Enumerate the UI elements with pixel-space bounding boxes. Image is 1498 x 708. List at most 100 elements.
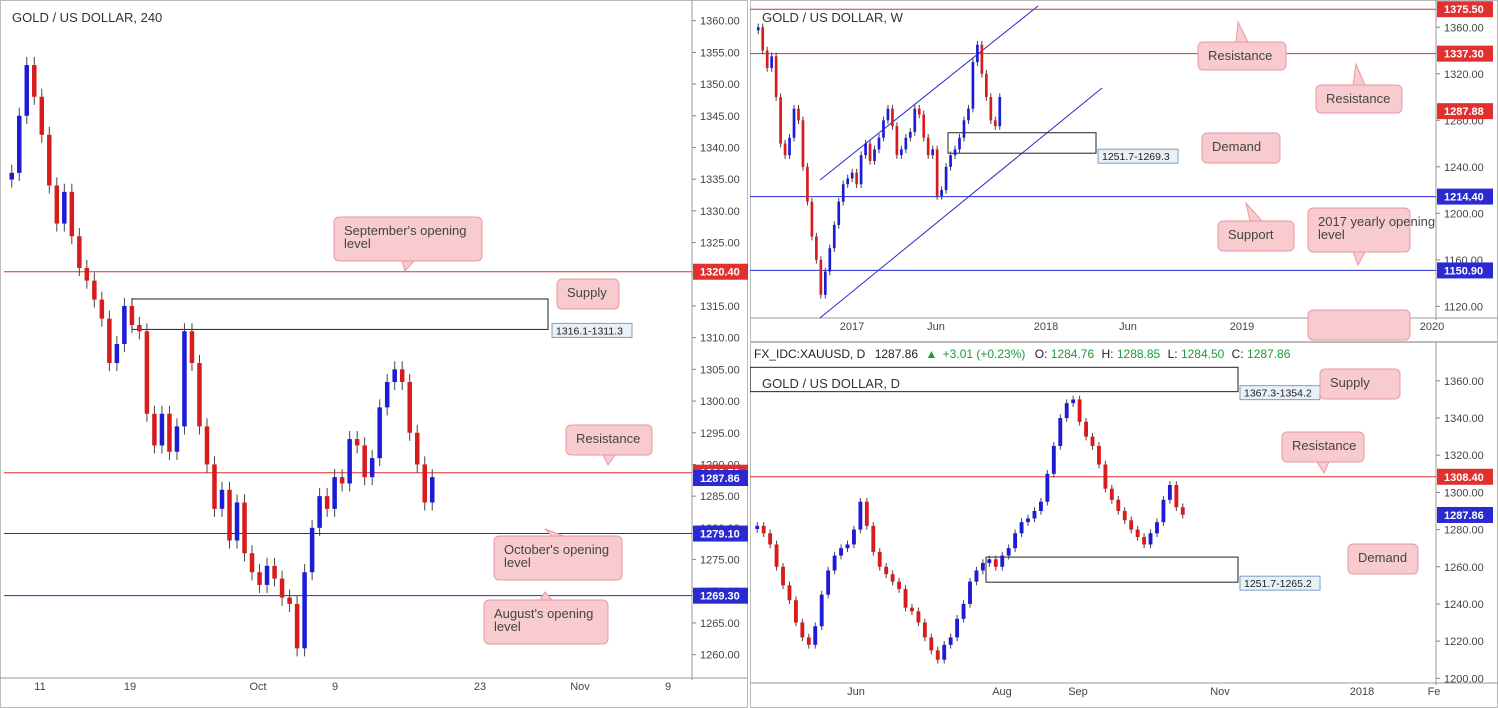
candle-body <box>955 618 960 638</box>
weekly-chart[interactable]: GOLD / US DOLLAR, W 1360.001320.001280.0… <box>750 0 1498 342</box>
candle-body <box>339 477 345 484</box>
callout-pointer <box>544 528 565 537</box>
callout-label: September's opening level <box>344 223 466 251</box>
candle-body <box>137 324 142 332</box>
price-tag-bg <box>1437 188 1493 205</box>
candle-body <box>392 369 397 383</box>
price-tag-bg <box>1437 468 1493 485</box>
candle-body <box>873 149 876 161</box>
zone-label-bg <box>551 322 633 338</box>
callout-box <box>1217 220 1295 252</box>
x-tick-label: 2018 <box>1034 321 1058 333</box>
callout-label: Resistance <box>1208 48 1272 63</box>
candle-body <box>890 574 895 582</box>
price-tag: 1375.50 <box>1444 4 1484 16</box>
candle-body <box>212 464 217 509</box>
chart-title: GOLD / US DOLLAR, 240 <box>12 10 162 25</box>
y-tick-label: 1275.00 <box>700 555 740 567</box>
candle-body <box>129 305 135 325</box>
candle-body <box>968 581 972 604</box>
candle-body <box>971 62 975 109</box>
x-tick-label: 2018 <box>1350 686 1374 698</box>
candle-body <box>859 155 863 185</box>
zone-label-bg <box>1239 575 1321 591</box>
candle-body <box>858 501 863 530</box>
candle-body <box>1109 488 1114 500</box>
chart-title: GOLD / US DOLLAR, D <box>762 376 900 391</box>
callout-box <box>565 424 653 456</box>
candle-body <box>987 559 992 564</box>
x-tick-label: Jun <box>1119 321 1137 333</box>
candle-body <box>832 224 836 249</box>
candle-body <box>1180 507 1185 515</box>
candle-body <box>953 149 957 156</box>
candle-body <box>1013 533 1018 549</box>
candle-body <box>39 96 45 135</box>
candle-body <box>948 637 953 645</box>
candle-body <box>793 600 798 623</box>
h4-chart[interactable]: GOLD / US DOLLAR, 240 1360.00 1355.00 1350… <box>0 0 748 708</box>
candle-body <box>242 502 247 554</box>
callout-label: Demand <box>1212 139 1261 154</box>
candle-body <box>189 331 195 364</box>
x-tick-label: 2019 <box>1230 321 1254 333</box>
candle-body <box>1161 499 1166 523</box>
price-tag-bg <box>693 263 748 280</box>
candle-body <box>774 56 778 98</box>
candle-body <box>801 120 805 167</box>
candle-body <box>868 143 872 161</box>
callout-pointer <box>1235 20 1249 43</box>
candle-body <box>845 544 850 549</box>
candle-body <box>929 637 934 651</box>
candle-body <box>294 603 300 649</box>
panel-border <box>0 0 748 708</box>
candle-body <box>264 565 270 585</box>
candle-body <box>900 149 903 156</box>
symbol-name: FX_IDC:XAUUSD, D <box>754 347 866 361</box>
candle-body <box>24 65 30 116</box>
zone-label: 1251.7-1269.3 <box>1102 151 1170 163</box>
candle-body <box>1174 484 1179 508</box>
y-tick-label: 1340.00 <box>1444 413 1484 425</box>
daily-chart[interactable]: FX_IDC:XAUUSD, D 1287.86 ▲ +3.01 (+0.23%… <box>750 342 1498 708</box>
x-tick-label: 23 <box>474 681 486 693</box>
candle-body <box>891 108 894 127</box>
y-tick-label: 1320.00 <box>1444 450 1484 462</box>
candle-body <box>806 637 811 645</box>
candle-body <box>770 56 773 68</box>
candle-body <box>998 97 1002 127</box>
candle-body <box>429 477 435 503</box>
candle-body <box>976 44 979 63</box>
candle-body <box>1084 421 1088 437</box>
candle-body <box>317 496 322 528</box>
candle-body <box>1155 522 1159 534</box>
candle-body <box>77 236 82 268</box>
candle-body <box>980 44 984 74</box>
price-tag: 1308.40 <box>1444 472 1484 484</box>
y-tick-label: 1240.00 <box>1444 599 1484 611</box>
candle-body <box>114 344 120 364</box>
y-tick-label: 1335.00 <box>700 174 740 186</box>
candle-body <box>810 201 814 237</box>
callout-box <box>483 599 609 645</box>
close-value: 1287.86 <box>1247 347 1291 361</box>
price-tag: 1337.30 <box>1444 49 1484 61</box>
candle-body <box>904 137 908 150</box>
candle-body <box>279 578 285 598</box>
candle-body <box>837 201 841 225</box>
symbol-change: +3.01 (+0.23%) <box>943 347 1026 361</box>
high-value: 1288.85 <box>1117 347 1161 361</box>
symbol-last: 1287.86 <box>875 347 919 361</box>
y-tick-label: 1200.00 <box>1444 208 1484 220</box>
candle-body <box>17 115 22 173</box>
candle-body <box>204 426 210 465</box>
candle-body <box>815 236 818 260</box>
candle-body <box>1026 518 1030 523</box>
candle-body <box>819 259 823 295</box>
candle-body <box>917 108 921 115</box>
x-tick-label: Nov <box>570 681 590 693</box>
candle-body <box>9 172 15 180</box>
candle-body <box>792 108 796 138</box>
candle-body <box>916 611 921 623</box>
candle-body <box>1097 445 1101 465</box>
